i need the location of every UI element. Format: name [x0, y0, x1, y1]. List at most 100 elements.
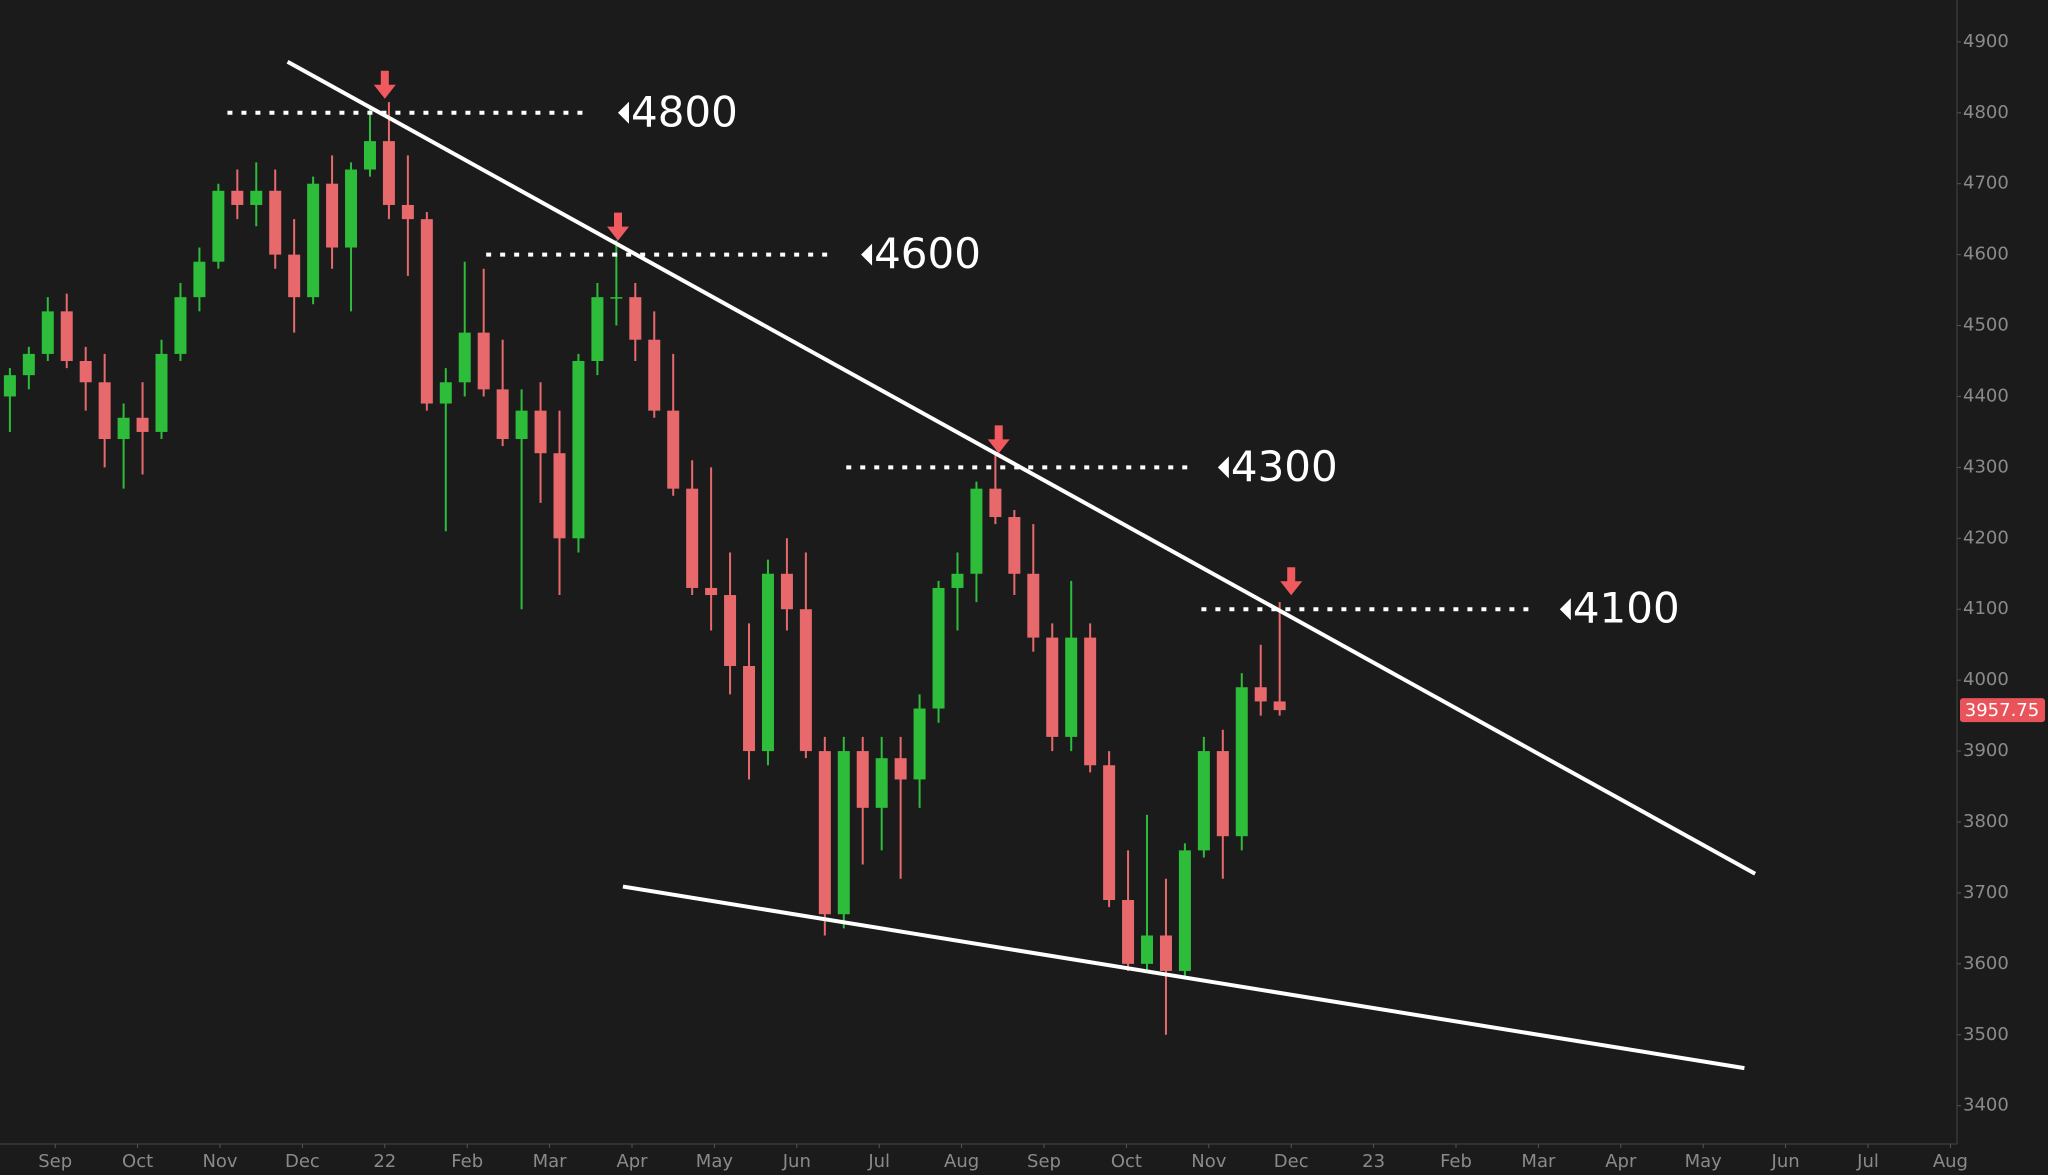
x-tick-label: Aug — [944, 1151, 979, 1172]
y-tick-label: 4400 — [1963, 385, 2009, 406]
y-tick-label: 4000 — [1963, 669, 2009, 690]
candle-body — [41, 311, 54, 354]
candle-body — [1122, 900, 1135, 964]
level-pointer — [1559, 598, 1571, 621]
candle-body — [439, 382, 452, 404]
level-label: 4800 — [631, 87, 738, 136]
level-pointer — [1217, 456, 1229, 479]
y-tick-label: 4600 — [1963, 244, 2009, 265]
level-label: 4600 — [874, 229, 981, 278]
candle-body — [534, 410, 547, 454]
y-tick-label: 3800 — [1963, 811, 2009, 832]
candle-body — [1046, 637, 1059, 737]
candle-body — [269, 190, 282, 255]
candle-body — [1008, 517, 1021, 574]
level-pointer — [617, 101, 629, 124]
candle-body — [572, 361, 585, 539]
candle-body — [477, 332, 490, 390]
level-arrow — [373, 70, 396, 99]
candle-body — [1084, 637, 1097, 766]
candle-body — [231, 190, 244, 205]
y-tick-label: 3500 — [1963, 1024, 2009, 1045]
x-tick-label: Oct — [122, 1151, 153, 1172]
candle-body — [1141, 935, 1154, 964]
candle-body — [705, 587, 718, 596]
y-tick-label: 4900 — [1963, 31, 2009, 52]
candle-body — [591, 297, 604, 362]
level-pointer — [861, 243, 873, 266]
x-tick-label: Feb — [451, 1151, 483, 1172]
candle-body — [117, 417, 130, 440]
candle-body — [667, 410, 680, 489]
candle-body — [1103, 765, 1116, 901]
candle-body — [1027, 573, 1040, 638]
candle-body — [875, 758, 888, 808]
y-tick-label: 4100 — [1963, 598, 2009, 619]
x-tick-label: 22 — [373, 1151, 396, 1172]
y-tick-label: 4500 — [1963, 315, 2009, 336]
candle-body — [610, 297, 623, 299]
candle-body — [780, 573, 793, 610]
candle-body — [1159, 935, 1172, 971]
y-tick-label: 4700 — [1963, 173, 2009, 194]
candle-body — [212, 190, 225, 262]
candle-body — [1197, 751, 1210, 851]
candle-body — [932, 587, 945, 709]
x-tick-label: Dec — [285, 1151, 320, 1172]
trendline — [622, 884, 1745, 1071]
y-tick-label: 3400 — [1963, 1095, 2009, 1116]
y-tick-label: 3700 — [1963, 882, 2009, 903]
candle-body — [724, 595, 737, 666]
candle-body — [818, 751, 831, 915]
candle-body — [799, 609, 812, 752]
y-tick-label: 3600 — [1963, 953, 2009, 974]
candle-body — [686, 488, 699, 588]
candle-body — [951, 573, 964, 588]
candle-body — [553, 453, 566, 539]
candle-body — [1178, 850, 1191, 971]
level-label: 4100 — [1573, 584, 1680, 633]
y-tick-label: 4200 — [1963, 527, 2009, 548]
candle-body — [761, 573, 774, 752]
candle-body — [856, 751, 869, 808]
x-tick-label: Apr — [616, 1151, 648, 1172]
last-price-label: 3957.75 — [1965, 700, 2039, 721]
candle-body — [60, 311, 73, 362]
candle-body — [1273, 701, 1286, 711]
x-tick-label: Jun — [1771, 1151, 1800, 1172]
candle-body — [629, 297, 642, 340]
candle-body — [989, 488, 1002, 518]
candle-body — [515, 410, 528, 440]
candle-body — [288, 254, 301, 298]
candle-body — [1065, 637, 1078, 737]
candle-body — [401, 204, 414, 220]
level-arrow — [1280, 567, 1303, 596]
x-tick-label: Apr — [1605, 1151, 1637, 1172]
y-tick-label: 3900 — [1963, 740, 2009, 761]
x-tick-label: May — [1685, 1151, 1723, 1172]
candle-body — [458, 332, 471, 383]
candle-body — [420, 219, 433, 404]
candle-body — [155, 353, 168, 432]
trendline — [286, 59, 1757, 876]
candle-body — [913, 708, 926, 780]
x-tick-label: Jul — [867, 1151, 890, 1172]
x-tick-label: Sep — [1027, 1151, 1061, 1172]
candle-body — [743, 665, 756, 752]
last-price-box — [1960, 698, 2045, 723]
x-tick-label: Feb — [1440, 1151, 1472, 1172]
x-tick-label: Dec — [1274, 1151, 1309, 1172]
candle-body — [250, 190, 263, 205]
x-tick-label: Mar — [1521, 1151, 1556, 1172]
candle-body — [1216, 751, 1229, 837]
level-arrow — [987, 425, 1010, 454]
level-arrow — [607, 212, 629, 241]
x-tick-label: Nov — [202, 1151, 237, 1172]
x-tick-label: Mar — [533, 1151, 568, 1172]
candle-body — [496, 389, 509, 440]
candle-body — [1235, 687, 1248, 837]
x-tick-label: Nov — [1191, 1151, 1226, 1172]
x-tick-label: Jul — [1856, 1151, 1879, 1172]
